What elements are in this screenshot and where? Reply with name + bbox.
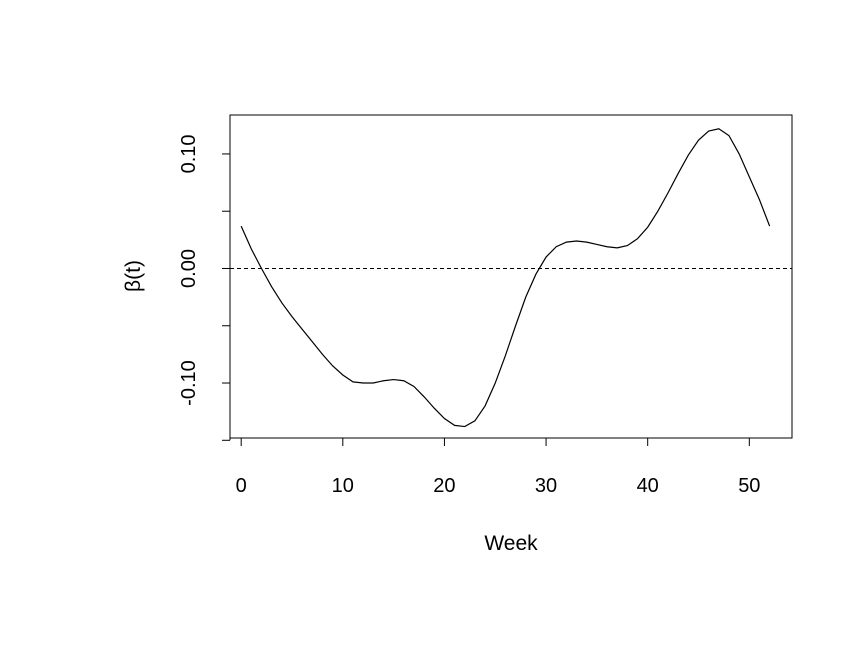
plot-frame [229, 114, 793, 439]
series-line [240, 128, 771, 428]
y-tick-label: -0.10 [178, 360, 200, 406]
y-tick-label: 0.00 [178, 249, 200, 288]
y-tick-label: 0.10 [178, 134, 200, 173]
x-tick-label: 40 [637, 475, 659, 497]
x-tick-label: 10 [332, 475, 354, 497]
x-tick-label: 30 [535, 475, 557, 497]
x-tick-label: 50 [738, 475, 760, 497]
x-tick-label: 0 [236, 475, 247, 497]
x-tick-label: 20 [433, 475, 455, 497]
y-axis-title: β(t) [122, 260, 145, 292]
x-axis: 0 10 20 30 40 50 [236, 437, 760, 497]
x-axis-title: Week [484, 532, 538, 555]
y-axis: -0.10 0.00 0.10 [178, 134, 231, 441]
